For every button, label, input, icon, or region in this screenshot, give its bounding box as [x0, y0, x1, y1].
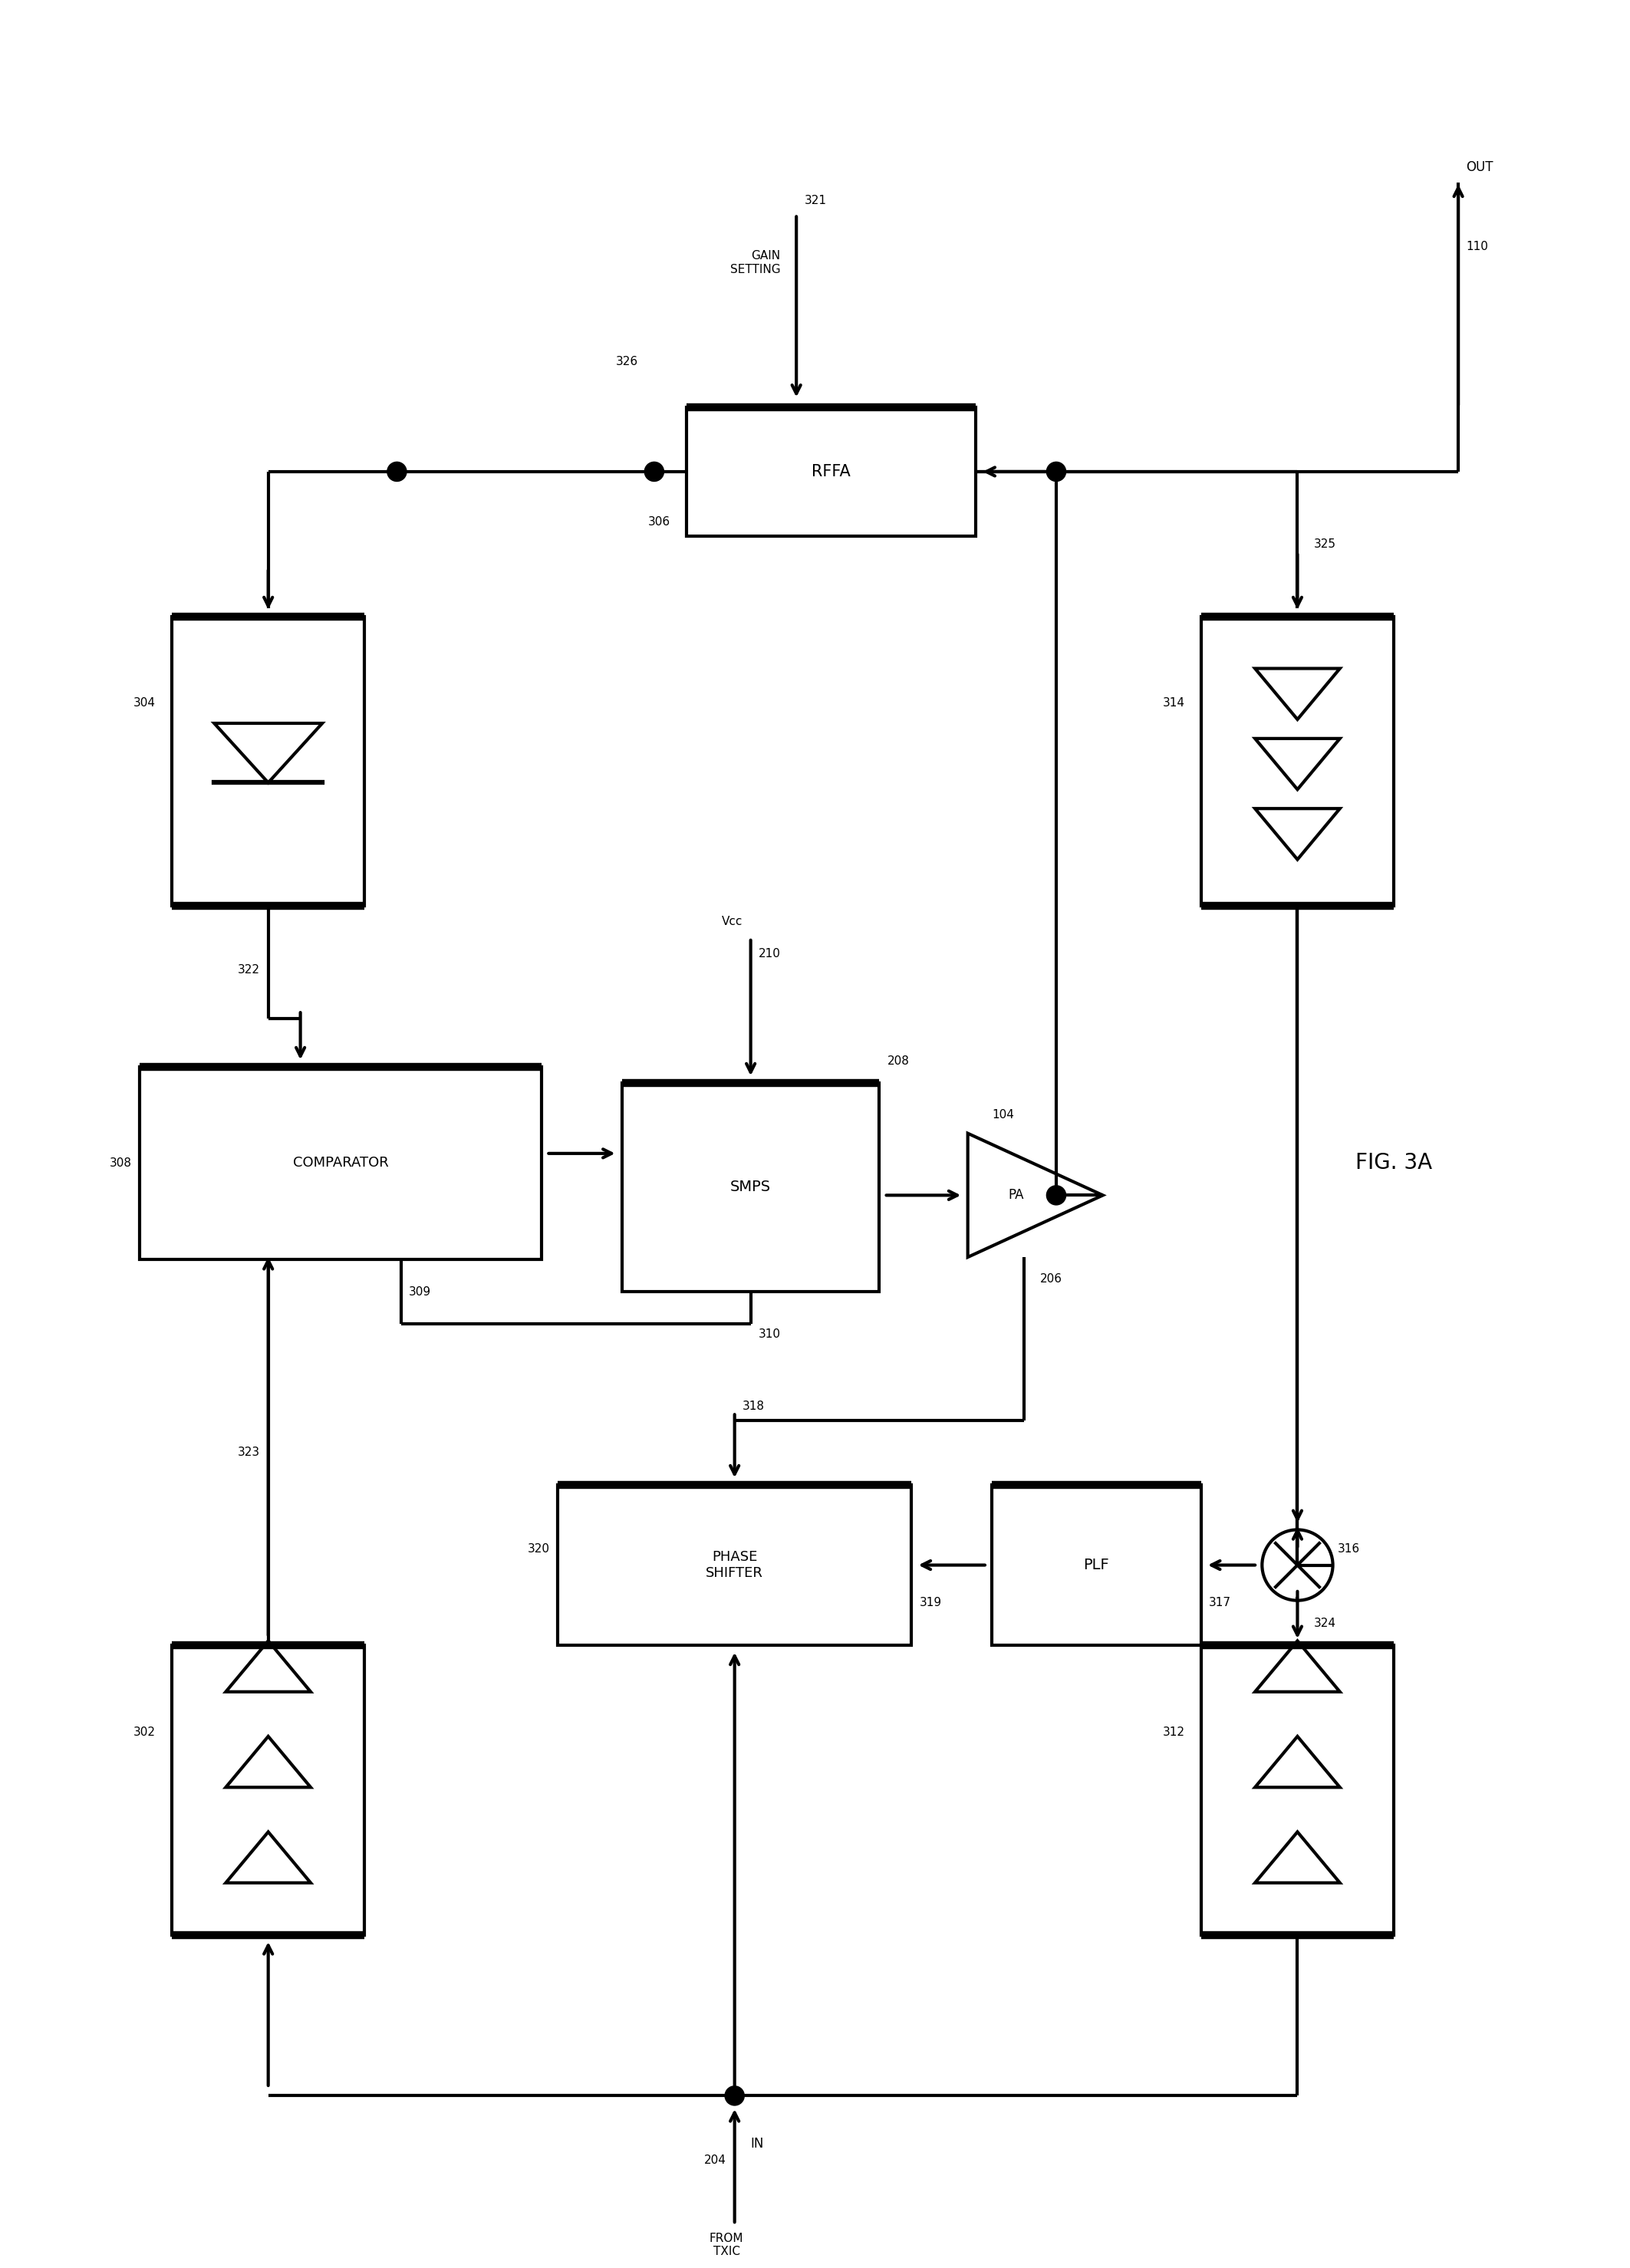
- Circle shape: [388, 463, 406, 481]
- Text: SMPS: SMPS: [730, 1179, 771, 1195]
- Text: PA: PA: [1009, 1188, 1024, 1202]
- Text: 319: 319: [919, 1597, 942, 1608]
- Text: 323: 323: [238, 1447, 261, 1458]
- Circle shape: [1046, 463, 1066, 481]
- Text: 321: 321: [804, 195, 826, 206]
- Text: 310: 310: [758, 1329, 781, 1340]
- Text: 312: 312: [1162, 1726, 1185, 1737]
- Bar: [1201, 1647, 1394, 1935]
- Bar: [557, 1486, 911, 1647]
- Text: 326: 326: [616, 356, 637, 367]
- Text: 314: 314: [1162, 699, 1185, 710]
- Bar: [623, 1082, 879, 1293]
- Text: 204: 204: [704, 2155, 727, 2166]
- Text: 206: 206: [1040, 1272, 1063, 1284]
- Text: 316: 316: [1338, 1542, 1359, 1556]
- Text: 324: 324: [1314, 1617, 1335, 1628]
- Text: 320: 320: [528, 1542, 549, 1556]
- Bar: [171, 617, 365, 905]
- Text: 325: 325: [1314, 538, 1335, 549]
- Text: 308: 308: [109, 1157, 132, 1168]
- Text: 302: 302: [134, 1726, 155, 1737]
- Text: 104: 104: [993, 1109, 1014, 1120]
- Text: PLF: PLF: [1084, 1558, 1110, 1572]
- Text: 208: 208: [887, 1055, 910, 1066]
- Text: 210: 210: [758, 948, 781, 959]
- Bar: [993, 1486, 1201, 1647]
- Text: OUT: OUT: [1467, 161, 1493, 175]
- Text: RFFA: RFFA: [812, 465, 851, 479]
- Text: 304: 304: [134, 699, 155, 710]
- Circle shape: [1046, 1186, 1066, 1204]
- Text: COMPARATOR: COMPARATOR: [293, 1157, 388, 1170]
- Text: GAIN
SETTING: GAIN SETTING: [730, 249, 781, 274]
- Text: FIG. 3A: FIG. 3A: [1356, 1152, 1433, 1175]
- Text: IN: IN: [751, 2136, 764, 2150]
- Text: PHASE
SHIFTER: PHASE SHIFTER: [706, 1551, 763, 1581]
- Text: 317: 317: [1209, 1597, 1231, 1608]
- Text: 306: 306: [649, 517, 670, 528]
- Circle shape: [725, 2087, 745, 2105]
- Text: 322: 322: [238, 964, 261, 975]
- Text: Vcc: Vcc: [722, 916, 743, 928]
- Text: 318: 318: [743, 1402, 764, 1413]
- Text: FROM
TXIC: FROM TXIC: [709, 2232, 743, 2257]
- Bar: [686, 408, 976, 535]
- Bar: [171, 1647, 365, 1935]
- Text: 110: 110: [1467, 240, 1488, 252]
- Bar: [140, 1066, 541, 1259]
- Circle shape: [644, 463, 663, 481]
- Bar: [1201, 617, 1394, 905]
- Text: 309: 309: [409, 1286, 432, 1297]
